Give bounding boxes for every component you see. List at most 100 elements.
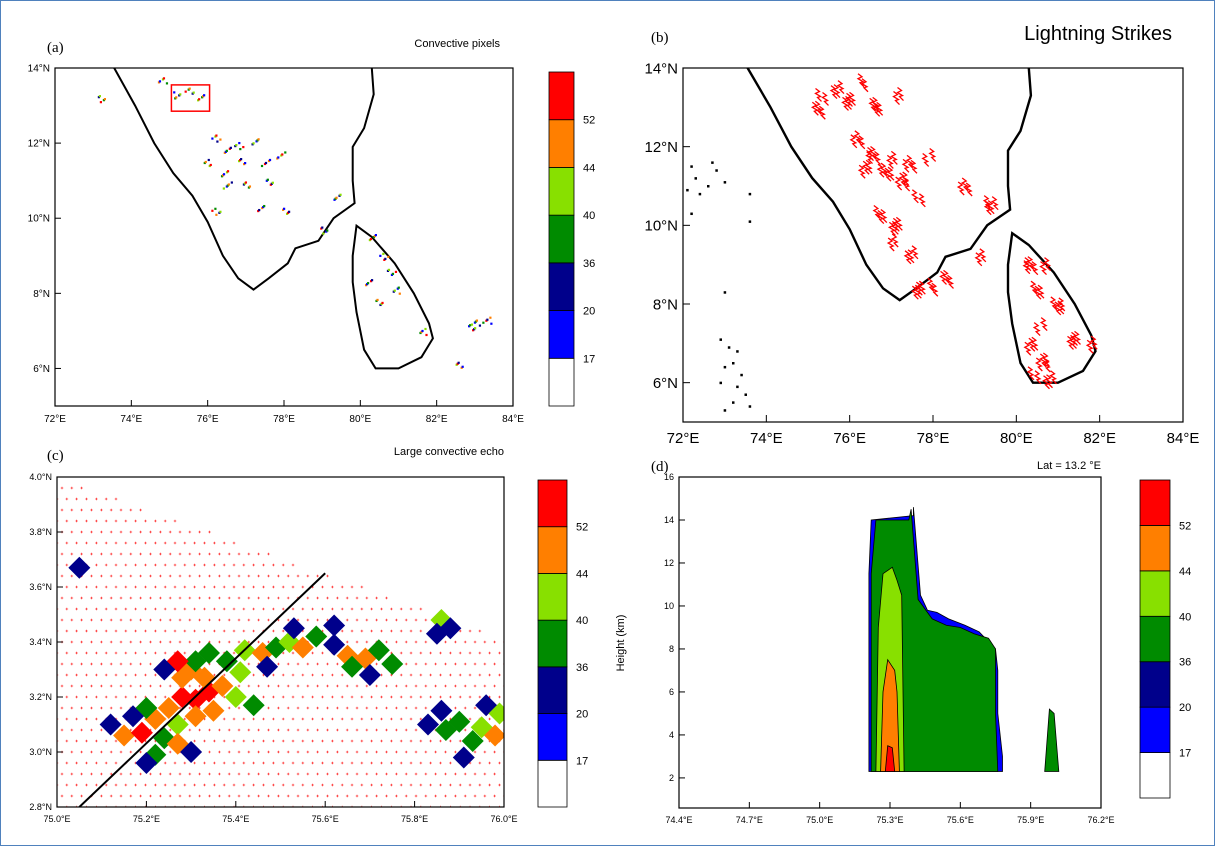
grid-cross [188, 530, 192, 534]
grid-cross [434, 684, 437, 688]
grid-cross [429, 673, 432, 677]
grid-cross [281, 739, 285, 743]
grid-cross [178, 640, 182, 644]
island-dot [732, 401, 735, 404]
x-tick-label: 76.2°E [1087, 815, 1114, 825]
x-tick-label: 78°E [917, 430, 950, 447]
grid-cross [70, 750, 74, 754]
x-tick-label: 75.0°E [43, 814, 70, 824]
grid-cross [365, 596, 369, 600]
colorbar-swatch [537, 619, 568, 668]
grid-cross [75, 629, 78, 633]
lightning-bolt [890, 233, 899, 248]
grid-cross [65, 695, 69, 699]
grid-cross [424, 750, 428, 754]
echo-cell [180, 741, 203, 763]
y-tick-label: 10°N [28, 214, 50, 225]
colorbar-swatch [537, 759, 568, 808]
grid-cross [350, 717, 354, 721]
lightning-bolt [1033, 370, 1042, 385]
grid-cross [57, 761, 59, 765]
grid-cross [272, 673, 275, 677]
grid-cross [198, 640, 201, 644]
grid-cross [399, 717, 403, 721]
grid-cross [326, 618, 329, 622]
grid-cross [286, 772, 290, 776]
grid-cross [498, 805, 501, 807]
grid-cross [232, 629, 236, 633]
lightning-bolt [1022, 260, 1031, 275]
grid-cross [144, 585, 147, 589]
grid-cross [508, 762, 511, 765]
grid-cross [80, 530, 83, 534]
grid-cross [237, 794, 241, 798]
convective-pixel [258, 208, 261, 212]
convective-cluster [157, 77, 169, 85]
grid-cross [291, 739, 295, 743]
grid-cross [493, 684, 496, 688]
grid-cross [281, 673, 285, 677]
echo-cell [430, 699, 453, 722]
reflectivity-contour [884, 745, 896, 772]
grid-cross [439, 695, 442, 699]
grid-cross [370, 805, 373, 807]
grid-cross [321, 717, 324, 721]
grid-cross [154, 563, 157, 567]
grid-cross [232, 541, 236, 545]
lightning-bolt [879, 209, 888, 223]
grid-cross [237, 750, 241, 754]
lightning-strike [865, 146, 882, 165]
lightning-strike [1042, 370, 1058, 390]
grid-cross [306, 684, 310, 688]
grid-cross [277, 706, 280, 710]
grid-cross [508, 652, 511, 655]
grid-cross [267, 640, 270, 644]
grid-cross [355, 706, 359, 710]
grid-cross [149, 596, 152, 600]
grid-cross [232, 563, 236, 567]
convective-cluster [260, 158, 272, 168]
grid-cross [404, 618, 408, 622]
grid-cross [429, 739, 432, 743]
lightning-bolt [896, 87, 905, 101]
grid-cross [173, 629, 177, 633]
y-tick-label: 3.2°N [29, 692, 52, 702]
grid-cross [301, 717, 305, 721]
grid-cross [262, 761, 265, 765]
island-dot [727, 346, 731, 349]
grid-cross [104, 629, 108, 633]
grid-cross [222, 805, 226, 807]
reflectivity-contour [1044, 708, 1060, 772]
grid-cross [65, 497, 69, 501]
grid-cross [360, 717, 364, 721]
lightning-bolt [1034, 357, 1043, 372]
grid-cross [434, 794, 437, 798]
grid-cross [395, 728, 398, 732]
x-tick-label: 75.9°E [1017, 815, 1044, 825]
grid-cross [173, 585, 177, 589]
grid-cross [75, 783, 78, 787]
grid-cross [57, 607, 59, 611]
grid-cross [222, 783, 226, 787]
panel-a-label: (a) [47, 40, 64, 56]
grid-cross [173, 519, 177, 523]
grid-cross [340, 805, 344, 807]
grid-cross [286, 750, 290, 754]
grid-cross [188, 640, 192, 644]
grid-cross [419, 695, 423, 699]
grid-cross [483, 684, 487, 688]
grid-cross [203, 805, 206, 807]
grid-cross [129, 662, 133, 666]
grid-cross [321, 585, 324, 589]
grid-cross [100, 684, 103, 688]
colorbar-label: 20 [1179, 702, 1191, 714]
grid-cross [90, 618, 93, 622]
grid-cross [291, 585, 295, 589]
grid-cross [119, 750, 123, 754]
convective-cluster [234, 141, 245, 151]
grid-cross [434, 750, 437, 754]
grid-cross [213, 607, 216, 611]
grid-cross [444, 772, 447, 776]
grid-cross [370, 739, 373, 743]
grid-cross [262, 805, 265, 807]
